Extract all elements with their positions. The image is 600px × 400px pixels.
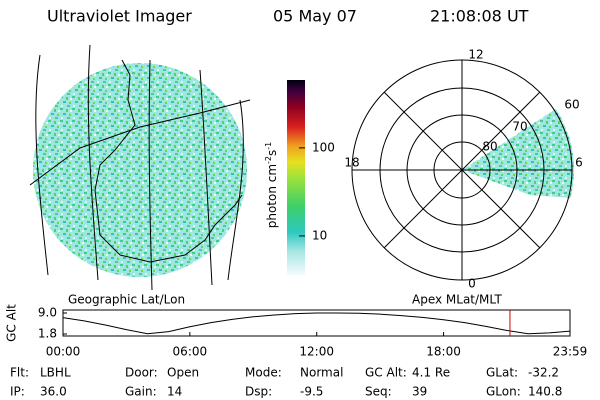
x-tick-label: 06:00 — [173, 345, 208, 359]
field-label: IP: — [10, 385, 25, 399]
field-value: -32.2 — [528, 366, 559, 380]
field-value: 36.0 — [40, 385, 67, 399]
field-label: Seq: — [365, 385, 392, 399]
field-value: 39 — [412, 385, 427, 399]
y-axis-label: GC Alt — [5, 304, 19, 342]
x-tick-label: 12:00 — [299, 345, 334, 359]
x-tick-label: 18:00 — [426, 345, 461, 359]
mlt-label: 12 — [468, 48, 483, 62]
colorbar-tick-label: 10 — [312, 228, 327, 242]
mlat-label: 60 — [564, 98, 579, 112]
x-tick-label: 00:00 — [46, 345, 81, 359]
mlt-label: 18 — [344, 156, 359, 170]
mlt-label: 0 — [468, 277, 476, 291]
mlat-label: 70 — [512, 120, 527, 134]
field-value: -9.5 — [300, 385, 323, 399]
field-value: LBHL — [40, 366, 71, 380]
mlt-label: 6 — [575, 156, 583, 170]
field-value: Open — [167, 366, 199, 380]
field-value: Normal — [300, 366, 343, 380]
date: 05 May 07 — [273, 7, 357, 26]
field-label: GLat: — [486, 366, 518, 380]
field-label: Dsp: — [245, 385, 272, 399]
altitude-line — [62, 312, 571, 335]
field-label: Gain: — [125, 385, 157, 399]
field-label: Flt: — [10, 366, 29, 380]
y-tick-label: 9.0 — [38, 306, 57, 320]
mlat-label: 80 — [482, 140, 497, 154]
field-label: GLon: — [486, 385, 521, 399]
colorbar-tick-label: 100 — [312, 140, 335, 154]
colorbar — [287, 80, 305, 275]
field-value: 4.1 Re — [412, 366, 450, 380]
polar-plot — [351, 59, 574, 281]
title: Ultraviolet Imager — [47, 7, 192, 26]
x-tick-label: 23:59 — [553, 345, 588, 359]
colorbar-label: photon cm-2s-1 — [264, 142, 279, 229]
field-value: 140.8 — [528, 385, 562, 399]
field-label: Door: — [125, 366, 158, 380]
y-tick-label: 1.8 — [38, 327, 57, 341]
time: 21:08:08 UT — [430, 7, 529, 26]
field-value: 14 — [167, 385, 182, 399]
polar-caption: Apex MLat/MLT — [412, 293, 502, 307]
field-label: Mode: — [245, 366, 282, 380]
image-disk — [29, 44, 251, 291]
field-label: GC Alt: — [365, 366, 407, 380]
image-caption: Geographic Lat/Lon — [68, 293, 185, 307]
